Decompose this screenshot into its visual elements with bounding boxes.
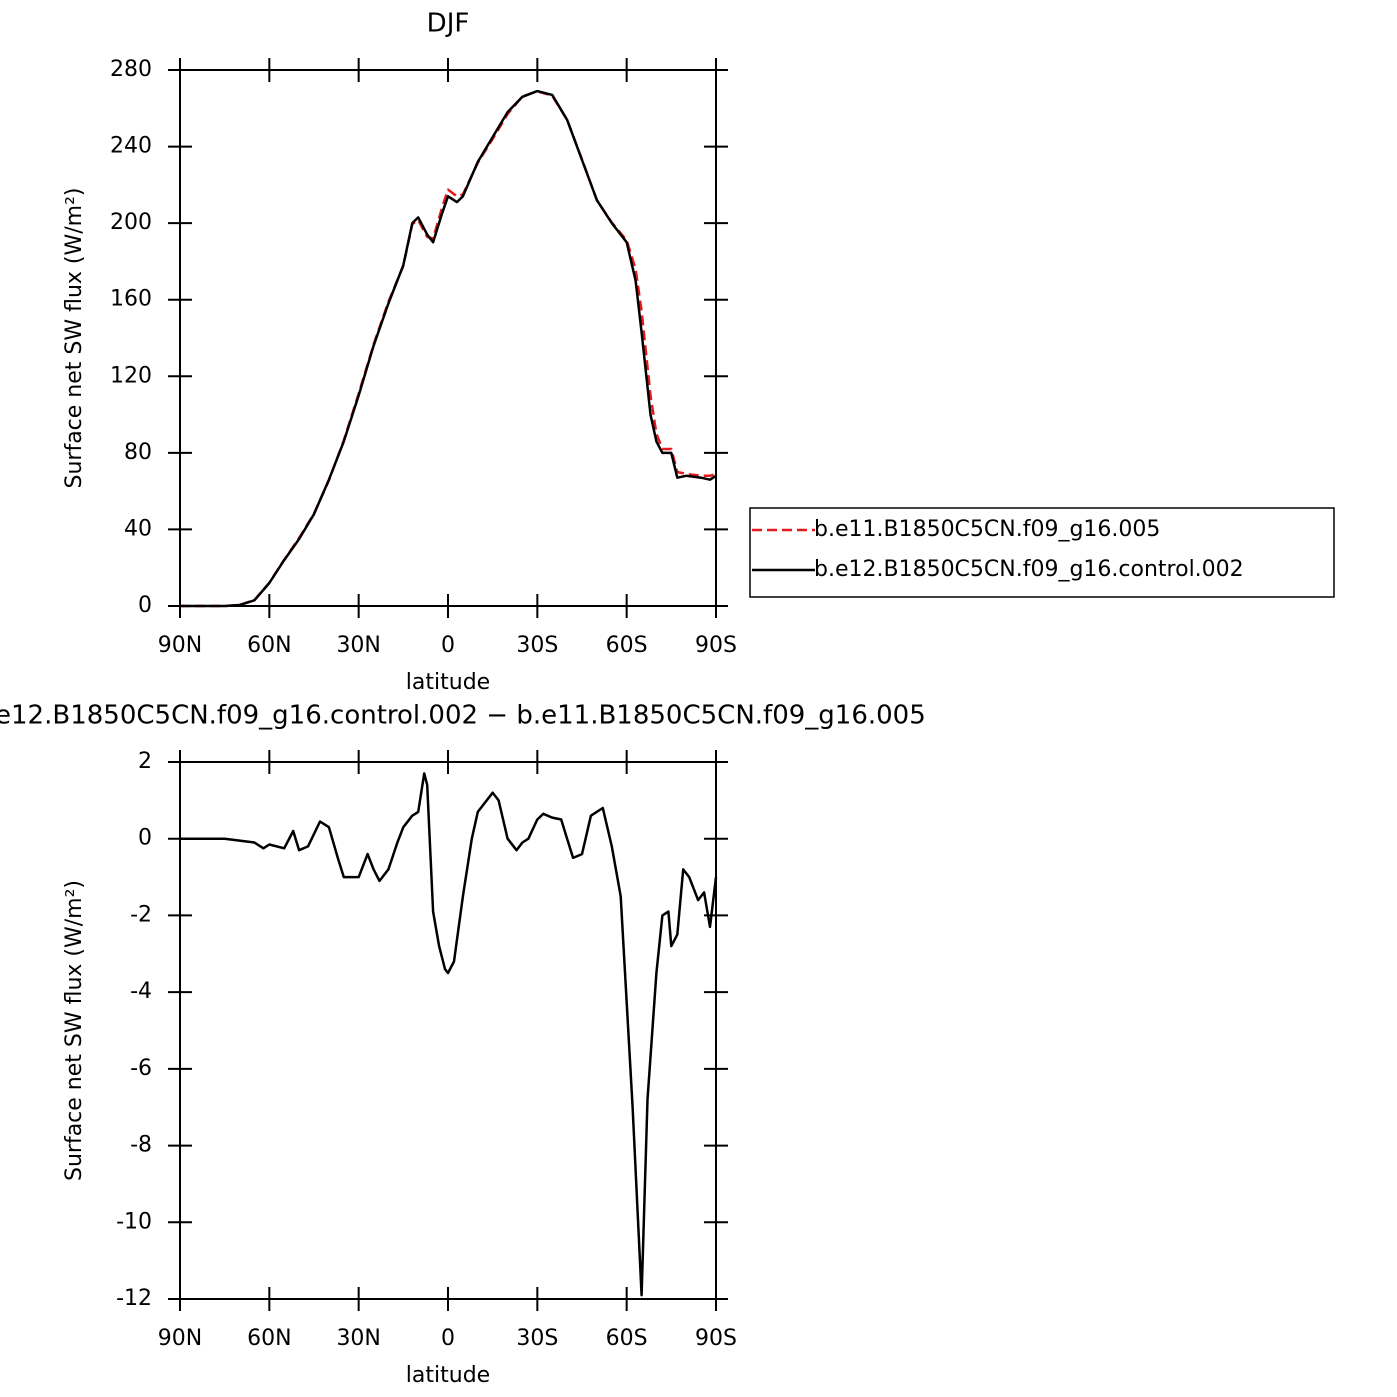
x-axis-label: latitude [406,1363,490,1388]
y-tick-label: -12 [116,1286,152,1311]
data-line [180,772,718,1297]
y-axis-label: Surface net SW flux (W/m²) [62,187,87,488]
plot-frame [179,69,717,607]
y-tick-label: 160 [110,287,152,312]
x-axis-label: latitude [406,670,490,695]
y-tick-label: 0 [138,826,152,851]
y-tick-label: 120 [110,363,152,388]
y-tick-label: -6 [130,1056,152,1081]
y-tick-label: 240 [110,134,152,159]
y-tick-label: 280 [110,57,152,82]
x-tick-label: 90N [158,633,202,658]
y-tick-label: -4 [130,979,152,1004]
chart-title: DJF [427,9,470,39]
y-tick-label: 2 [138,749,152,774]
legend-label: b.e12.B1850C5CN.f09_g16.control.002 [814,557,1244,582]
y-tick-label: -2 [130,902,152,927]
y-tick-label: -10 [116,1209,152,1234]
x-tick-label: 90N [158,1326,202,1351]
data-line [180,89,717,608]
x-tick-label: 60N [247,633,291,658]
y-tick-label: 80 [124,440,152,465]
x-tick-label: 90S [695,1326,737,1351]
x-tick-label: 60S [606,1326,648,1351]
data-line [180,90,717,608]
x-tick-label: 0 [441,1326,455,1351]
chart-title: b.e12.B1850C5CN.f09_g16.control.002 − b.… [0,701,926,731]
x-tick-label: 60S [606,633,648,658]
x-tick-label: 0 [441,633,455,658]
x-tick-label: 30N [336,1326,380,1351]
y-tick-label: 40 [124,516,152,541]
legend-box [749,507,1335,598]
y-tick-label: -8 [130,1133,152,1158]
y-tick-label: 0 [138,593,152,618]
plot-frame [179,761,717,1300]
x-tick-label: 30N [336,633,380,658]
y-axis-label: Surface net SW flux (W/m²) [62,880,87,1181]
y-tick-label: 200 [110,210,152,235]
x-tick-label: 90S [695,633,737,658]
x-tick-label: 60N [247,1326,291,1351]
legend-label: b.e11.B1850C5CN.f09_g16.005 [814,517,1160,542]
x-tick-label: 30S [516,1326,558,1351]
x-tick-label: 30S [516,633,558,658]
